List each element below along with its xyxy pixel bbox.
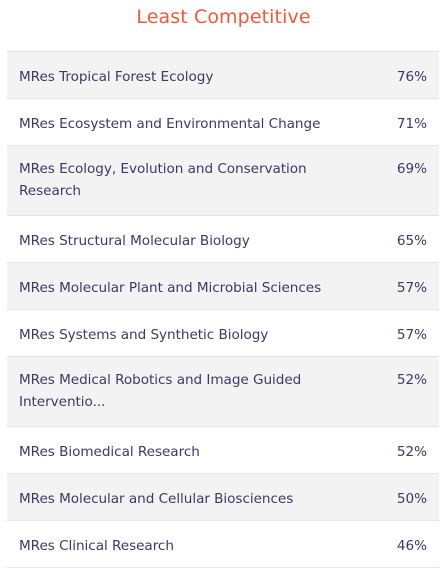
programme-name: MRes Medical Robotics and Image Guided I…	[19, 372, 302, 410]
programme-name: MRes Molecular and Cellular Biosciences	[19, 491, 294, 507]
percentage-value: 69%	[396, 161, 427, 177]
percentage-value: 57%	[396, 327, 427, 343]
programme-table: MRes Tropical Forest Ecology 76% MRes Ec…	[7, 51, 439, 568]
percentage-value: 46%	[396, 538, 427, 554]
table-row[interactable]: MRes Clinical Research 46%	[7, 521, 439, 568]
programme-name: MRes Systems and Synthetic Biology	[19, 327, 269, 343]
table-row[interactable]: MRes Ecology, Evolution and Conservation…	[7, 146, 439, 216]
percentage-value: 71%	[396, 116, 427, 132]
table-row[interactable]: MRes Systems and Synthetic Biology 57%	[7, 310, 439, 357]
programme-name: MRes Biomedical Research	[19, 444, 200, 460]
percentage-value: 52%	[396, 444, 427, 460]
percentage-value: 57%	[396, 280, 427, 296]
percentage-value: 76%	[396, 69, 427, 85]
programme-name: MRes Ecosystem and Environmental Change	[19, 116, 321, 132]
percentage-value: 52%	[396, 372, 427, 388]
table-row[interactable]: MRes Ecosystem and Environmental Change …	[7, 99, 439, 146]
table-row[interactable]: MRes Medical Robotics and Image Guided I…	[7, 357, 439, 427]
percentage-value: 65%	[396, 233, 427, 249]
section-title: Least Competitive	[136, 6, 311, 28]
programme-name: MRes Tropical Forest Ecology	[19, 69, 214, 85]
programme-name: MRes Structural Molecular Biology	[19, 233, 250, 249]
programme-name: MRes Ecology, Evolution and Conservation…	[19, 161, 307, 199]
programme-name: MRes Clinical Research	[19, 538, 174, 554]
table-row[interactable]: MRes Structural Molecular Biology 65%	[7, 216, 439, 263]
programme-name: MRes Molecular Plant and Microbial Scien…	[19, 280, 322, 296]
table-row[interactable]: MRes Molecular and Cellular Biosciences …	[7, 474, 439, 521]
percentage-value: 50%	[396, 491, 427, 507]
table-row[interactable]: MRes Molecular Plant and Microbial Scien…	[7, 263, 439, 310]
table-row[interactable]: MRes Biomedical Research 52%	[7, 427, 439, 474]
table-row[interactable]: MRes Tropical Forest Ecology 76%	[7, 52, 439, 99]
